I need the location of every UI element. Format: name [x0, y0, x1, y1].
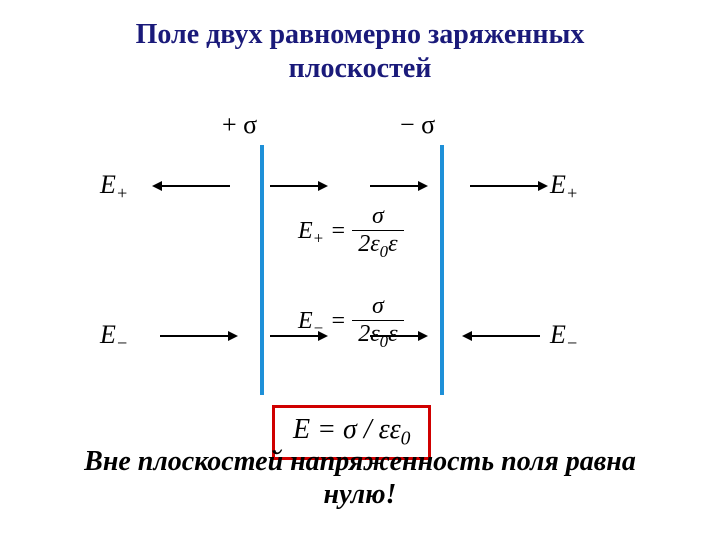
title-line2: плоскостей	[289, 53, 432, 84]
formula-e-plus: E+ = σ2ε0ε	[298, 203, 404, 262]
diagram: + σ − σ E+ E+ E− E− E+ = σ2ε0ε E− = σ2ε0…	[80, 105, 640, 425]
arrow-bot-right-in	[470, 335, 540, 337]
formula-e-minus: E− = σ2ε0ε	[298, 293, 404, 352]
plate-right	[440, 145, 444, 395]
arrow-bot-left-in	[160, 335, 230, 337]
sigma-minus: − σ	[400, 110, 435, 140]
label-e-plus-right: E+	[550, 170, 578, 204]
footer: Вне плоскостей напряженность поля равна …	[0, 445, 720, 512]
arrow-top-left-out	[160, 185, 230, 187]
title: Поле двух равномерно заряженных плоскост…	[0, 0, 720, 85]
footer-line1: Вне плоскостей напряженность поля равна	[84, 446, 636, 477]
arrow-top-right-out	[470, 185, 540, 187]
arrow-top-right-in	[370, 185, 420, 187]
title-line1: Поле двух равномерно заряженных	[136, 19, 585, 50]
footer-line2: нулю!	[324, 479, 397, 510]
plate-left	[260, 145, 264, 395]
label-e-minus-right: E−	[550, 320, 578, 354]
label-e-plus-left: E+	[100, 170, 128, 204]
label-e-minus-left: E−	[100, 320, 128, 354]
sigma-plus: + σ	[222, 110, 257, 140]
arrow-top-left-in	[270, 185, 320, 187]
